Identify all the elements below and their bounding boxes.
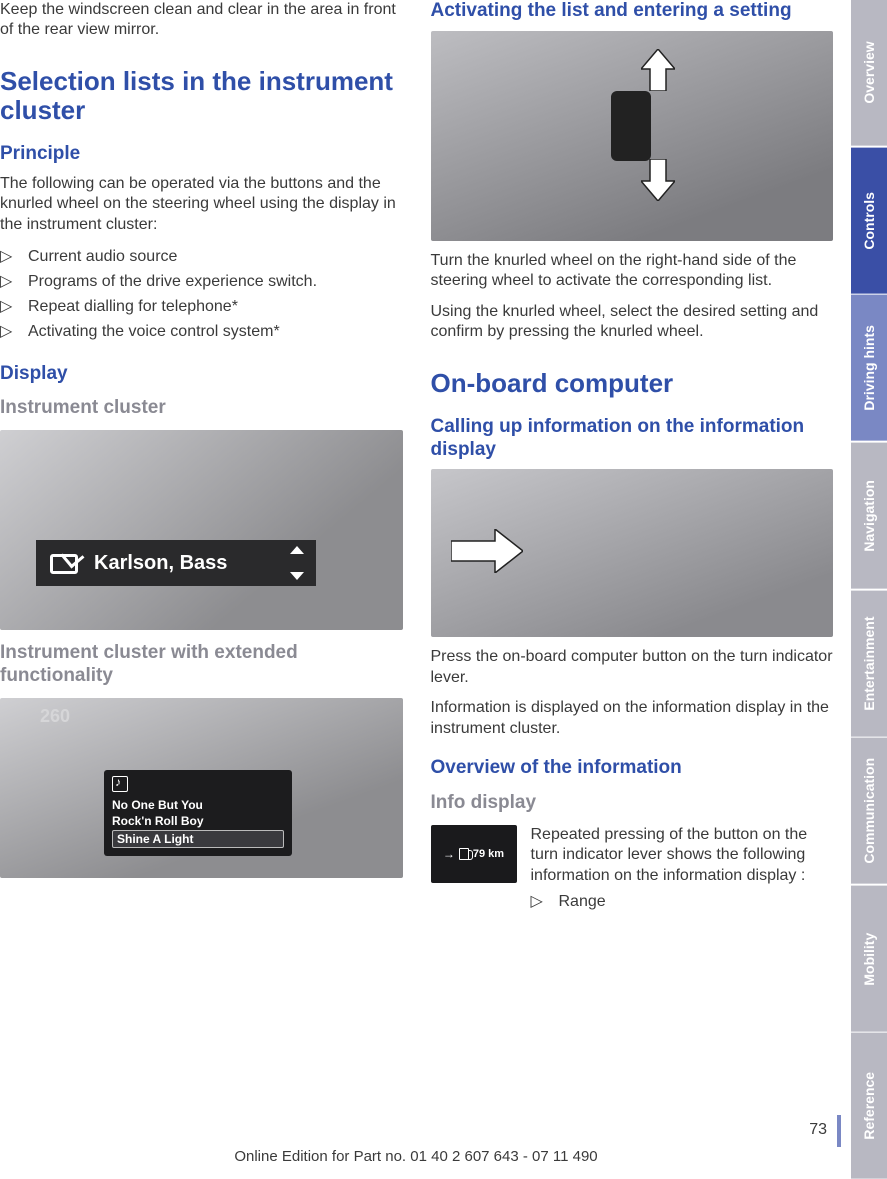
cluster-display-text: Karlson, Bass xyxy=(94,552,227,575)
track-list: No One But You Rock'n Roll Boy Shine A L… xyxy=(112,798,284,848)
track-line: No One But You xyxy=(112,798,284,812)
page-number-bar xyxy=(837,1115,841,1147)
bullet-marker-icon: ▷ xyxy=(0,270,14,295)
tab-label: Overview xyxy=(861,42,877,104)
figure-instrument-cluster-extended: 260 No One But You Rock'n Roll Boy Shine… xyxy=(0,698,403,878)
arrow-down-icon xyxy=(641,159,675,201)
intro-paragraph: Keep the windscreen clean and clear in t… xyxy=(0,0,403,41)
principle-paragraph: The following can be operated via the bu… xyxy=(0,174,403,235)
bullet-marker-icon: ▷ xyxy=(0,245,14,270)
subheading-overview-information: Overview of the information xyxy=(431,757,834,780)
figure-steering-wheel-knob xyxy=(431,31,834,241)
info-display-thumbnail: → 79 km xyxy=(431,825,517,883)
list-item-text: Activating the voice control system* xyxy=(28,320,280,345)
triangle-down-icon xyxy=(290,572,304,580)
tab-label: Entertainment xyxy=(861,616,877,710)
tab-driving-hints[interactable]: Driving hints xyxy=(851,295,887,441)
tab-entertainment[interactable]: Entertainment xyxy=(851,591,887,737)
page-number: 73 xyxy=(809,1121,827,1139)
tab-overview[interactable]: Overview xyxy=(851,0,887,146)
subheading-display: Display xyxy=(0,363,403,386)
list-item: ▷ Repeat dialling for telephone* xyxy=(0,295,403,320)
arrow-up-icon xyxy=(641,49,675,91)
info-display-paragraph: Repeated pressing of the button on the t… xyxy=(531,825,834,886)
list-item: ▷ Programs of the drive experience switch… xyxy=(0,270,403,295)
list-item-text: Range xyxy=(559,890,606,915)
subheading-activating: Activating the list and entering a setti… xyxy=(431,0,834,23)
arrow-right-icon xyxy=(451,529,523,573)
list-item-text: Repeat dialling for telephone* xyxy=(28,295,238,320)
section-tabs-sidebar: Overview Controls Driving hints Navigati… xyxy=(851,0,887,1179)
phone-icon xyxy=(50,550,82,576)
figure-instrument-cluster: Karlson, Bass xyxy=(0,430,403,630)
subheading-principle: Principle xyxy=(0,143,403,166)
section-heading-selection-lists: Selection lists in the instrument cluste… xyxy=(0,67,403,125)
info-bullet-list: ▷ Range xyxy=(531,890,834,915)
speedometer-number: 260 xyxy=(40,706,70,727)
info-display-text-block: Repeated pressing of the button on the t… xyxy=(531,825,834,925)
list-item: ▷ Current audio source xyxy=(0,245,403,270)
subheading-instrument-cluster: Instrument cluster xyxy=(0,397,403,420)
info-display-row: → 79 km Repeated pressing of the button … xyxy=(431,825,834,925)
tab-label: Reference xyxy=(861,1072,877,1140)
page: Keep the windscreen clean and clear in t… xyxy=(0,0,887,1179)
tab-controls[interactable]: Controls xyxy=(851,148,887,294)
calling-paragraph-1: Press the on-board computer button on th… xyxy=(431,647,834,688)
bullet-marker-icon: ▷ xyxy=(0,295,14,320)
list-item: ▷ Range xyxy=(531,890,834,915)
tab-communication[interactable]: Communication xyxy=(851,738,887,884)
bullet-marker-icon: ▷ xyxy=(0,320,14,345)
tab-label: Mobility xyxy=(861,932,877,985)
music-note-icon xyxy=(112,776,128,792)
left-column: Keep the windscreen clean and clear in t… xyxy=(0,0,403,1179)
tab-label: Controls xyxy=(861,192,877,250)
subheading-calling-up: Calling up information on the informatio… xyxy=(431,416,834,462)
info-thumb-text: 79 km xyxy=(473,848,504,860)
tab-label: Communication xyxy=(861,758,877,864)
knurled-wheel-icon xyxy=(611,91,651,161)
content-area: Keep the windscreen clean and clear in t… xyxy=(0,0,851,1179)
section-heading-onboard-computer: On-board computer xyxy=(431,369,834,398)
fuel-pump-icon xyxy=(459,848,469,860)
cluster-extended-display-box: No One But You Rock'n Roll Boy Shine A L… xyxy=(104,770,292,856)
tab-label: Navigation xyxy=(861,480,877,552)
track-line: Rock'n Roll Boy xyxy=(112,814,284,828)
tab-label: Driving hints xyxy=(861,325,877,411)
list-item-text: Current audio source xyxy=(28,245,177,270)
principle-bullet-list: ▷ Current audio source ▷ Programs of the d… xyxy=(0,245,403,344)
list-item-text: Programs of the drive experience switch. xyxy=(28,270,317,295)
tab-mobility[interactable]: Mobility xyxy=(851,886,887,1032)
right-column: Activating the list and entering a setti… xyxy=(431,0,834,1179)
tab-reference[interactable]: Reference xyxy=(851,1033,887,1179)
subheading-instrument-cluster-extended: Instrument cluster with extended functio… xyxy=(0,642,403,688)
figure-indicator-lever xyxy=(431,469,834,637)
calling-paragraph-2: Information is displayed on the informat… xyxy=(431,698,834,739)
bullet-marker-icon: ▷ xyxy=(531,890,545,915)
activating-paragraph-2: Using the knurled wheel, select the desi… xyxy=(431,302,834,343)
tab-navigation[interactable]: Navigation xyxy=(851,443,887,589)
arrow-right-small-icon: → xyxy=(443,847,455,861)
cluster-display-box: Karlson, Bass xyxy=(36,540,316,586)
footer-line: Online Edition for Part no. 01 40 2 607 … xyxy=(0,1148,832,1165)
list-item: ▷ Activating the voice control system* xyxy=(0,320,403,345)
track-line-selected: Shine A Light xyxy=(112,830,284,848)
subheading-info-display: Info display xyxy=(431,792,834,815)
triangle-up-icon xyxy=(290,546,304,554)
activating-paragraph-1: Turn the knurled wheel on the right-hand… xyxy=(431,251,834,292)
